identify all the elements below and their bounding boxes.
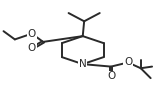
Text: O: O xyxy=(107,71,115,82)
Text: O: O xyxy=(28,44,36,53)
Text: O: O xyxy=(124,58,132,67)
Text: O: O xyxy=(28,29,36,39)
Text: N: N xyxy=(79,59,87,69)
